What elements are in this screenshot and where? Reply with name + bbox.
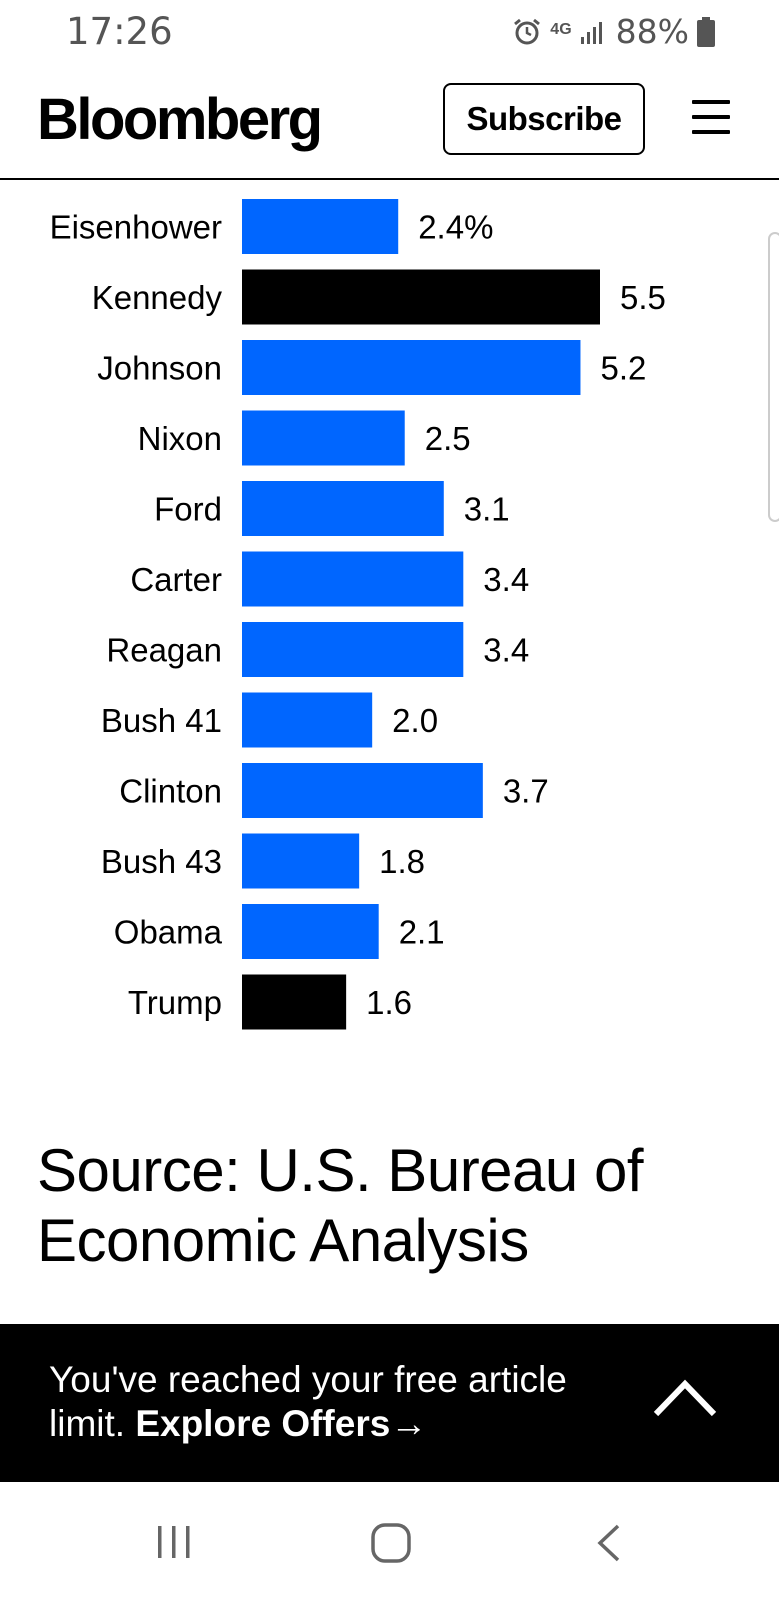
status-bar: 17:26 4G 88%: [0, 0, 779, 62]
category-label: Bush 43: [101, 843, 222, 880]
bar: [242, 481, 444, 536]
category-label: Bush 41: [101, 702, 222, 739]
home-icon[interactable]: [370, 1522, 412, 1564]
bar: [242, 974, 347, 1030]
bar: [242, 269, 600, 325]
value-label: 3.4: [483, 632, 529, 669]
status-icons: 4G 88%: [512, 12, 715, 51]
category-label: Obama: [114, 914, 223, 951]
bar: [242, 340, 581, 395]
status-time: 17:26: [66, 10, 173, 53]
value-label: 2.4%: [418, 209, 493, 246]
bar: [242, 410, 405, 466]
alarm-icon: [514, 18, 541, 44]
category-label: Eisenhower: [50, 209, 222, 246]
value-label: 5.5: [620, 279, 666, 316]
value-label: 3.7: [503, 773, 549, 810]
category-label: Carter: [130, 561, 222, 598]
category-label: Johnson: [97, 350, 222, 387]
bar: [242, 622, 464, 677]
signal-icon: [580, 21, 602, 44]
chart-source: Source: U.S. Bureau of Economic Analysis: [37, 1137, 644, 1274]
value-label: 3.1: [464, 491, 510, 528]
battery-percentage: 88%: [615, 12, 689, 51]
paywall-message: You've reached your free article limit. …: [49, 1358, 649, 1446]
category-label: Ford: [154, 491, 222, 528]
battery-icon: [697, 16, 715, 47]
value-label: 2.5: [425, 420, 471, 457]
value-label: 3.4: [483, 561, 529, 598]
network-4g-icon: 4G: [550, 20, 572, 38]
paywall-banner[interactable]: You've reached your free article limit. …: [0, 1324, 779, 1482]
category-label: Trump: [128, 984, 222, 1021]
value-label: 5.2: [600, 350, 646, 387]
category-label: Reagan: [106, 632, 222, 669]
value-label: 1.8: [379, 843, 425, 880]
bar-chart: Eisenhower 2.4% Kennedy 5.5 Johnson 5.2 Nixon 2…: [0, 182, 779, 1042]
bar: [242, 551, 464, 607]
back-icon[interactable]: [594, 1522, 624, 1564]
chevron-up-icon[interactable]: [652, 1376, 718, 1420]
category-label: Kennedy: [92, 279, 223, 316]
paywall-text: You've reached your free article limit.: [49, 1359, 567, 1444]
bar: [242, 692, 373, 748]
category-label: Nixon: [138, 420, 222, 457]
site-header: Bloomberg Subscribe: [0, 62, 779, 180]
bar: [242, 904, 379, 959]
category-label: Clinton: [119, 773, 222, 810]
hamburger-menu-icon[interactable]: [692, 100, 730, 134]
recent-apps-icon[interactable]: [154, 1522, 194, 1562]
scrollbar-handle[interactable]: [768, 232, 779, 522]
value-label: 2.0: [392, 702, 438, 739]
bloomberg-logo[interactable]: Bloomberg: [37, 87, 323, 152]
subscribe-button[interactable]: Subscribe: [443, 83, 645, 155]
bar-chart-svg: Eisenhower 2.4% Kennedy 5.5 Johnson 5.2 Nixon 2…: [50, 199, 666, 1030]
bar: [242, 763, 483, 818]
value-label: 2.1: [399, 914, 445, 951]
explore-offers-link[interactable]: Explore Offers: [135, 1403, 391, 1444]
value-label: 1.6: [366, 984, 412, 1021]
bar: [242, 833, 360, 889]
arrow-right-icon[interactable]: →: [390, 1403, 428, 1444]
system-nav-bar: [0, 1482, 779, 1600]
bar: [242, 199, 399, 254]
